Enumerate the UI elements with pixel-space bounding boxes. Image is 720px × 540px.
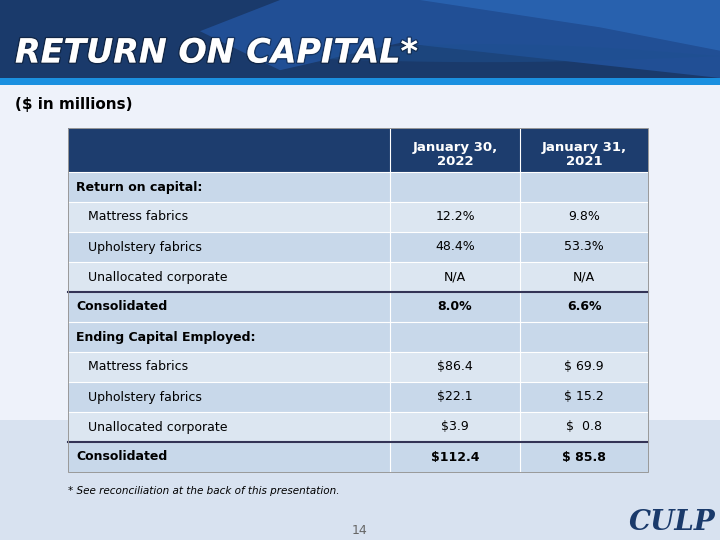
FancyBboxPatch shape — [68, 442, 648, 472]
Text: $86.4: $86.4 — [437, 361, 473, 374]
Text: 12.2%: 12.2% — [435, 211, 474, 224]
Text: January 30,: January 30, — [413, 141, 498, 154]
FancyBboxPatch shape — [68, 262, 648, 292]
Text: 14: 14 — [352, 523, 368, 537]
FancyBboxPatch shape — [68, 412, 648, 442]
Text: Ending Capital Employed:: Ending Capital Employed: — [76, 330, 256, 343]
FancyBboxPatch shape — [0, 78, 720, 85]
Text: 2022: 2022 — [437, 155, 473, 168]
Text: $  0.8: $ 0.8 — [566, 421, 602, 434]
Text: N/A: N/A — [573, 271, 595, 284]
Text: 48.4%: 48.4% — [435, 240, 475, 253]
Text: 6.6%: 6.6% — [567, 300, 601, 314]
FancyBboxPatch shape — [0, 420, 720, 540]
Text: Consolidated: Consolidated — [76, 300, 167, 314]
Text: Mattress fabrics: Mattress fabrics — [88, 361, 188, 374]
Polygon shape — [250, 44, 720, 62]
FancyBboxPatch shape — [68, 352, 648, 382]
FancyBboxPatch shape — [68, 128, 648, 172]
Text: $3.9: $3.9 — [441, 421, 469, 434]
Polygon shape — [420, 0, 720, 51]
Text: 9.8%: 9.8% — [568, 211, 600, 224]
Text: $22.1: $22.1 — [437, 390, 473, 403]
Text: Unallocated corporate: Unallocated corporate — [88, 271, 228, 284]
Text: RETURN ON CAPITAL*: RETURN ON CAPITAL* — [15, 37, 418, 70]
FancyBboxPatch shape — [68, 202, 648, 232]
Text: 2021: 2021 — [566, 155, 603, 168]
Text: N/A: N/A — [444, 271, 466, 284]
Polygon shape — [200, 0, 720, 78]
FancyBboxPatch shape — [68, 292, 648, 322]
Text: ($ in millions): ($ in millions) — [15, 98, 132, 112]
Text: $ 15.2: $ 15.2 — [564, 390, 604, 403]
FancyBboxPatch shape — [0, 0, 720, 78]
Text: Consolidated: Consolidated — [76, 450, 167, 463]
Text: Return on capital:: Return on capital: — [76, 180, 202, 193]
Text: CULP: CULP — [629, 509, 716, 536]
FancyBboxPatch shape — [68, 382, 648, 412]
Text: * See reconciliation at the back of this presentation.: * See reconciliation at the back of this… — [68, 486, 340, 496]
FancyBboxPatch shape — [68, 232, 648, 262]
Text: Unallocated corporate: Unallocated corporate — [88, 421, 228, 434]
Text: $ 69.9: $ 69.9 — [564, 361, 604, 374]
FancyBboxPatch shape — [68, 322, 648, 352]
Text: $112.4: $112.4 — [431, 450, 480, 463]
Text: Upholstery fabrics: Upholstery fabrics — [88, 390, 202, 403]
FancyBboxPatch shape — [68, 172, 648, 202]
Text: 8.0%: 8.0% — [438, 300, 472, 314]
Text: Upholstery fabrics: Upholstery fabrics — [88, 240, 202, 253]
Text: January 31,: January 31, — [541, 141, 626, 154]
Text: 53.3%: 53.3% — [564, 240, 604, 253]
Text: Mattress fabrics: Mattress fabrics — [88, 211, 188, 224]
Text: $ 85.8: $ 85.8 — [562, 450, 606, 463]
